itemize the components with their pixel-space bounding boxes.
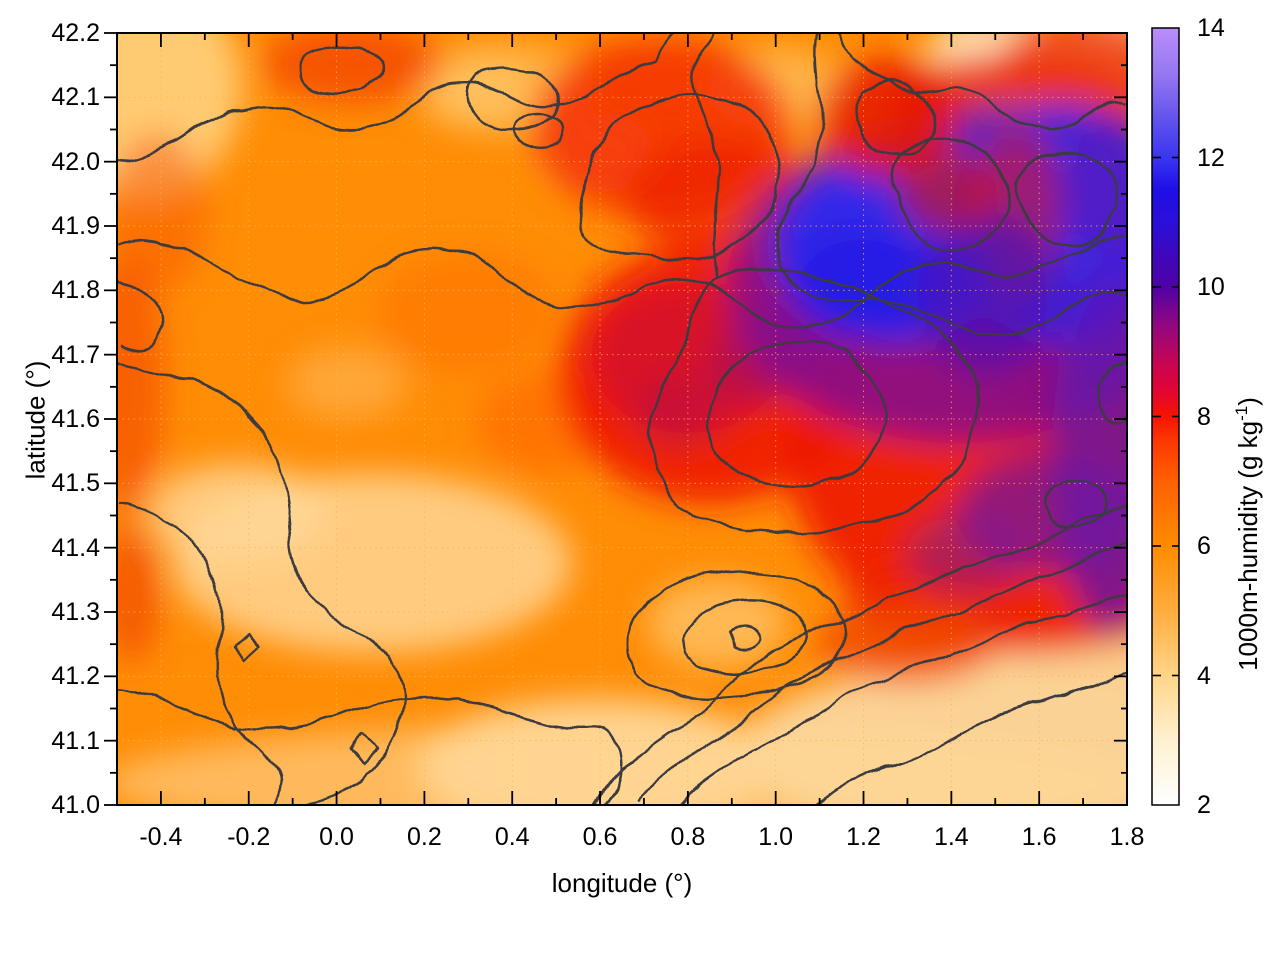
x-axis-tick-label: 1.6	[1021, 823, 1057, 851]
y-axis-tick-label: 41.8	[51, 276, 100, 305]
x-axis-tick-label: 0.4	[494, 823, 530, 851]
x-axis-label: longitude (°)	[551, 868, 693, 898]
y-axis-tick-label: 42.1	[51, 83, 100, 112]
x-axis-tick-label: -0.4	[139, 823, 183, 851]
y-axis-tick-label: 41.1	[51, 726, 100, 755]
x-axis-tick-label: 1.0	[758, 823, 794, 851]
x-axis-tick-label: 0.6	[582, 823, 618, 851]
y-axis-tick-label: 41.7	[51, 340, 100, 369]
colorbar-tick-label: 2	[1197, 791, 1211, 819]
colorbar-tick-label: 10	[1197, 273, 1225, 301]
colorbar-tick-label: 14	[1197, 14, 1225, 42]
colorbar-tick-label: 8	[1197, 402, 1211, 431]
grid-lines	[117, 33, 1127, 805]
x-axis-tick-label: 1.4	[933, 823, 969, 851]
y-axis-tick-label: 41.6	[51, 405, 100, 433]
y-axis-tick-label: 41.9	[51, 212, 100, 240]
colorbar-tick-marks	[1152, 156, 1179, 677]
colorbar-label-text: 1000m-humidity (g kg	[1232, 420, 1263, 671]
y-axis-tick-label: 41.3	[51, 598, 100, 626]
y-axis-tick-label: 41.0	[51, 791, 100, 819]
y-axis-tick-label: 42.0	[51, 147, 100, 176]
colorbar-axis-label: 1000m-humidity (g kg-1)	[1232, 397, 1264, 671]
y-axis-tick-label: 42.2	[51, 19, 100, 47]
x-axis-tick-label: 1.2	[846, 823, 881, 851]
colorbar-tick-label: 12	[1197, 143, 1225, 172]
colorbar-tick-label: 6	[1197, 532, 1211, 560]
y-axis-tick-label: 41.4	[51, 533, 100, 562]
left-tick-marks	[104, 32, 117, 806]
x-axis-tick-label: -0.2	[227, 823, 271, 851]
colorbar-label-superscript: -1	[1232, 405, 1252, 421]
y-axis-tick-label: 41.2	[51, 662, 100, 691]
colorbar-label-close: )	[1232, 397, 1263, 406]
heatmap-field	[117, 33, 1127, 805]
x-axis-tick-label: 0.8	[670, 823, 706, 851]
colorbar-tick-label: 4	[1197, 661, 1211, 690]
x-axis-tick-label: 0.2	[407, 823, 442, 851]
x-axis-tick-label: 0.0	[319, 823, 354, 851]
x-axis-tick-label: 1.8	[1109, 823, 1145, 851]
y-axis-tick-label: 41.5	[51, 469, 100, 498]
inside-tick-marks	[117, 33, 1127, 805]
contour-lines	[117, 33, 1127, 805]
